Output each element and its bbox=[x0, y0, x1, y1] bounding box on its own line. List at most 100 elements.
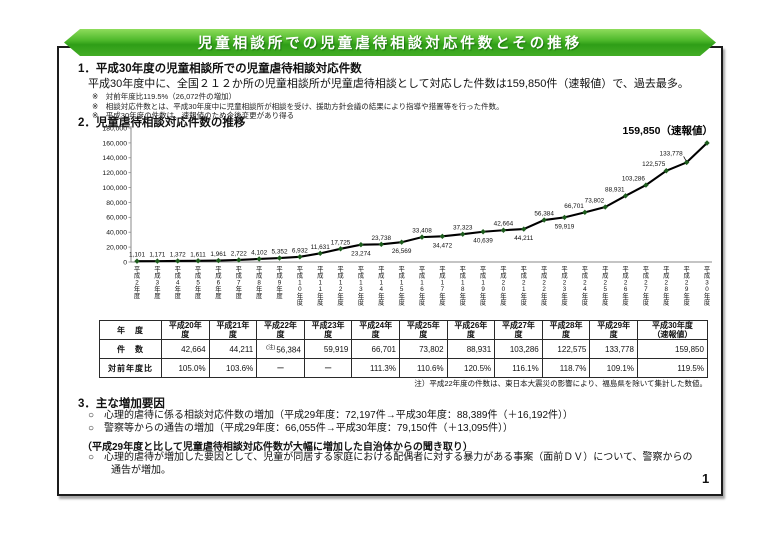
data-point-label: 1,611 bbox=[190, 251, 206, 258]
x-axis-tick-label: 平成 4 年度 bbox=[175, 265, 182, 300]
x-axis-tick-label: 平成 2 1 年度 bbox=[521, 265, 528, 307]
x-axis-tick-label: 平成 2 2 年度 bbox=[541, 265, 548, 307]
data-point-marker bbox=[358, 241, 364, 248]
data-point-label: 17,725 bbox=[331, 239, 351, 246]
data-point-label: 103,286 bbox=[622, 176, 646, 183]
data-point-label: 66,701 bbox=[564, 203, 584, 210]
x-axis-tick-label: 平成 2 5 年度 bbox=[602, 265, 609, 307]
x-axis-tick-label: 平成 1 1 年度 bbox=[317, 265, 324, 307]
x-axis-tick-label: 平成 1 8 年度 bbox=[460, 265, 467, 307]
section3-items: ○ 心理的虐待に係る相談対応件数の増加（平成29年度：72,197件→平成30年… bbox=[88, 409, 706, 435]
section3-heading: 3．主な増加要因 bbox=[78, 398, 165, 410]
data-point-marker bbox=[154, 258, 161, 264]
final-value-label: 159,850（速報値） bbox=[623, 124, 713, 137]
y-axis-tick-label: 0 bbox=[123, 259, 127, 266]
data-point-label: 4,102 bbox=[251, 249, 267, 256]
table-ratio-cell: 120.5% bbox=[446, 358, 496, 378]
data-point-label: 37,323 bbox=[453, 225, 473, 232]
x-axis-tick-label: 平成 2 8 年度 bbox=[663, 265, 670, 307]
data-point-label: 6,932 bbox=[292, 247, 308, 254]
data-point-marker bbox=[704, 140, 710, 146]
table-count-cell: 66,701 bbox=[351, 339, 400, 359]
count-note-mark: (注) bbox=[266, 345, 276, 352]
table-year-header: 平成24年度 bbox=[351, 320, 400, 340]
table-ratio-cell: 111.3% bbox=[351, 358, 400, 378]
x-axis-tick-label: 平成 1 5 年度 bbox=[398, 265, 405, 307]
data-point-label: 1,171 bbox=[149, 252, 165, 259]
data-point-label: 42,664 bbox=[494, 221, 514, 228]
x-axis-tick-label: 平成 3 年度 bbox=[154, 265, 161, 300]
y-axis-tick-label: 20,000 bbox=[106, 245, 127, 252]
x-axis-tick-label: 平成 1 0 年度 bbox=[297, 265, 304, 307]
data-point-marker bbox=[561, 214, 568, 221]
note-line: ※ 対前年度比119.5%（26,072件の増加） bbox=[92, 92, 237, 101]
table-year-header: 平成30年度 （速報値） bbox=[636, 320, 708, 340]
table-year-header: 平成23年度 bbox=[303, 320, 353, 340]
table-count-cell: 59,919 bbox=[303, 339, 353, 359]
data-point-marker bbox=[337, 246, 344, 252]
data-point-marker bbox=[378, 241, 384, 248]
data-point-marker bbox=[439, 233, 446, 240]
data-point-label: 2,722 bbox=[231, 250, 247, 257]
table-ratio-cell: 105.0% bbox=[161, 358, 210, 378]
data-point-label: 1,101 bbox=[129, 252, 145, 259]
data-point-label: 73,802 bbox=[585, 198, 605, 205]
increase-factor-item: ○ 心理的虐待に係る相談対応件数の増加（平成29年度：72,197件→平成30年… bbox=[88, 410, 574, 421]
data-point-marker bbox=[500, 227, 507, 233]
data-point-label: 40,639 bbox=[473, 238, 493, 245]
y-axis-tick-label: 160,000 bbox=[102, 140, 127, 147]
data-point-label: 122,575 bbox=[642, 161, 666, 168]
x-axis-tick-label: 平成 1 9 年度 bbox=[480, 265, 487, 307]
data-point-marker bbox=[195, 258, 201, 264]
hearing-result-item: ○ 心理的虐待が増加した要因として、児童が同居する家庭における配偶者に対する暴力… bbox=[88, 452, 693, 476]
table-ratio-cell: 116.1% bbox=[494, 358, 543, 378]
table-count-cell: 103,286 bbox=[494, 339, 543, 359]
table-year-header: 平成26年度 bbox=[446, 320, 496, 340]
y-axis-tick-label: 60,000 bbox=[106, 215, 127, 222]
table-year-header: 平成29年度 bbox=[589, 320, 638, 340]
x-axis-tick-label: 平成 1 3 年度 bbox=[358, 265, 365, 307]
section2-heading: 2．児童虐待相談対応件数の推移 bbox=[78, 117, 246, 129]
section3-subheading: （平成29年度と比して児童虐待相談対応件数が大幅に増加した自治体からの聞き取り） bbox=[82, 442, 473, 453]
note-line: ※ 平成30年度の件数は、速報値のため今後変更があり得る bbox=[92, 111, 295, 120]
data-point-marker bbox=[480, 229, 486, 235]
data-point-marker bbox=[236, 257, 242, 263]
trend-line bbox=[136, 142, 708, 263]
y-axis-tick-label: 180,000 bbox=[102, 125, 127, 132]
data-point-label: 5,352 bbox=[272, 249, 288, 256]
table-year-header: 平成28年度 bbox=[541, 320, 591, 340]
table-ratio-cell: 110.6% bbox=[398, 358, 448, 378]
data-point-marker bbox=[175, 258, 181, 264]
section1-heading: 1．平成30年度の児童相談所での児童虐待相談対応件数 bbox=[78, 63, 362, 75]
data-point-label: 11,631 bbox=[311, 244, 331, 251]
table-ratio-cell: 103.6% bbox=[208, 358, 258, 378]
y-axis-tick-label: 120,000 bbox=[102, 170, 127, 177]
table-row-header: 年 度 bbox=[99, 320, 162, 340]
data-point-marker bbox=[582, 209, 588, 216]
x-axis-tick-label: 平成 2 4 年度 bbox=[582, 265, 589, 307]
x-axis-tick-label: 平成 3 0 年度 bbox=[704, 265, 711, 307]
data-point-label: 23,274 bbox=[351, 251, 371, 258]
table-ratio-cell: ー bbox=[303, 358, 353, 378]
data-point-marker bbox=[398, 239, 405, 245]
table-year-header: 平成21年度 bbox=[208, 320, 258, 340]
x-axis-tick-label: 平成 5 年度 bbox=[195, 265, 202, 300]
data-point-label: 133,778 bbox=[660, 150, 684, 157]
data-point-marker bbox=[460, 231, 466, 237]
data-point-marker bbox=[643, 182, 649, 188]
x-axis-tick-label: 平成 2 年度 bbox=[134, 265, 141, 300]
data-point-label: 26,569 bbox=[392, 248, 412, 255]
data-point-marker bbox=[256, 256, 262, 262]
table-ratio-cell: ー bbox=[256, 358, 305, 378]
data-point-marker bbox=[215, 257, 222, 264]
data-point-label: 44,211 bbox=[514, 235, 534, 242]
data-point-label: 1,961 bbox=[210, 251, 226, 258]
table-year-header: 平成20年度 bbox=[161, 320, 210, 340]
data-point-marker bbox=[297, 254, 303, 260]
table-count-cell: (注)56,384 bbox=[256, 339, 305, 359]
data-point-label: 33,408 bbox=[412, 228, 432, 235]
x-axis-tick-label: 平成 8 年度 bbox=[256, 265, 263, 300]
data-point-label: 56,384 bbox=[534, 211, 554, 218]
x-axis-tick-label: 平成 2 6 年度 bbox=[622, 265, 629, 307]
